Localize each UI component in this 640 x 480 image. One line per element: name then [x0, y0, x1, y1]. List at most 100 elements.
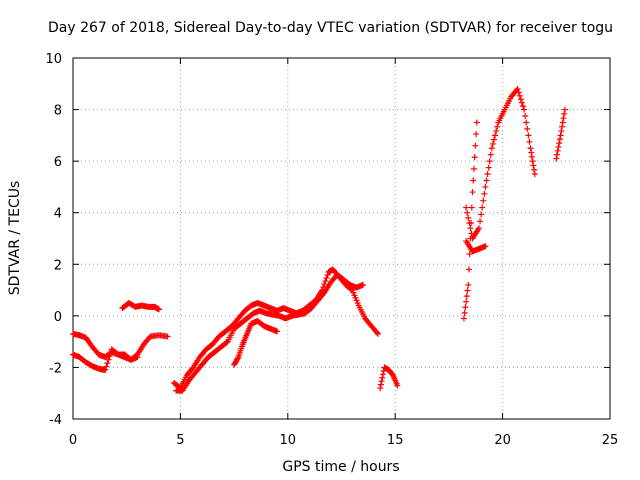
- data-point: [469, 189, 476, 196]
- series-track-7: [377, 364, 401, 392]
- data-point: [557, 132, 564, 139]
- data-point: [527, 145, 534, 152]
- data-point: [515, 89, 522, 96]
- data-point: [483, 177, 490, 184]
- y-tick-label: -4: [49, 413, 62, 428]
- series-track-2: [70, 332, 171, 374]
- data-point: [324, 272, 331, 279]
- data-point: [530, 162, 537, 169]
- data-point: [322, 278, 329, 285]
- series-track-5: [173, 271, 366, 394]
- data-point: [465, 214, 472, 221]
- data-point: [481, 190, 488, 197]
- data-point: [102, 367, 109, 374]
- data-point: [105, 356, 112, 363]
- data-point: [554, 151, 561, 158]
- data-point: [378, 378, 385, 385]
- data-point: [523, 119, 530, 126]
- data-point: [524, 125, 531, 132]
- data-point: [489, 140, 496, 147]
- data-point: [375, 330, 382, 337]
- data-point: [522, 113, 529, 120]
- data-point: [486, 158, 493, 165]
- y-tick-label: 4: [54, 207, 62, 222]
- data-point: [494, 123, 501, 130]
- data-point: [558, 128, 565, 135]
- axis-ticks: [72, 57, 611, 420]
- data-point: [155, 306, 162, 313]
- data-point: [473, 131, 480, 138]
- x-tick-label: 25: [602, 433, 619, 448]
- series-track-6: [231, 318, 281, 368]
- grid-lines: [73, 58, 610, 419]
- x-tick-label: 15: [387, 433, 404, 448]
- data-point: [320, 290, 327, 297]
- data-point: [323, 275, 330, 282]
- data-point: [460, 315, 467, 322]
- data-point: [461, 309, 468, 316]
- data-point: [465, 266, 472, 273]
- data-point: [321, 281, 328, 288]
- data-point: [555, 143, 562, 150]
- x-axis-label: GPS time / hours: [282, 459, 399, 475]
- data-point: [380, 371, 387, 378]
- data-point: [379, 374, 386, 381]
- data-point: [470, 165, 477, 172]
- y-axis-label: SDTVAR / TECUs: [7, 181, 23, 296]
- data-point: [556, 140, 563, 147]
- series-track-8: [460, 119, 480, 322]
- data-point: [560, 115, 567, 122]
- data-point: [516, 92, 523, 99]
- data-point: [493, 128, 500, 135]
- data-point: [561, 106, 568, 113]
- series-track-10: [463, 85, 538, 242]
- data-point: [559, 123, 566, 130]
- data-point: [561, 110, 568, 117]
- data-point: [487, 151, 494, 158]
- x-tick-labels: 0 5 10 15 20 25: [69, 433, 618, 448]
- data-point: [467, 225, 474, 232]
- data-point: [463, 204, 470, 211]
- data-point: [553, 155, 560, 162]
- y-tick-label: -2: [49, 361, 62, 376]
- data-point: [492, 132, 499, 139]
- data-point: [477, 218, 484, 225]
- plot-frame: [72, 57, 611, 420]
- data-point: [531, 166, 538, 173]
- data-point: [463, 293, 470, 300]
- data-point: [471, 154, 478, 161]
- data-point: [468, 204, 475, 211]
- data-point: [518, 99, 525, 106]
- data-point: [479, 204, 486, 211]
- data-point: [480, 197, 487, 204]
- data-point: [359, 281, 366, 288]
- chart-title: Day 267 of 2018, Sidereal Day-to-day VTE…: [48, 20, 613, 36]
- data-point: [488, 145, 495, 152]
- data-point: [377, 381, 384, 388]
- series-track-11: [553, 106, 568, 162]
- data-point: [484, 171, 491, 178]
- data-point: [485, 164, 492, 171]
- y-tick-label: 10: [45, 52, 62, 67]
- data-point: [478, 211, 485, 218]
- series-track-3: [119, 299, 162, 313]
- data-point: [234, 355, 241, 362]
- y-tick-label: 8: [54, 104, 62, 119]
- x-tick-label: 20: [494, 433, 511, 448]
- data-point: [528, 153, 535, 160]
- data-point: [554, 147, 561, 154]
- data-point: [462, 304, 469, 311]
- data-point: [525, 132, 532, 139]
- data-point: [189, 365, 196, 372]
- data-point: [521, 106, 528, 113]
- data-point: [103, 363, 110, 370]
- data-point: [164, 333, 171, 340]
- data-point: [559, 119, 566, 126]
- y-tick-label: 2: [54, 258, 62, 273]
- data-point: [482, 243, 489, 250]
- y-tick-labels: -4 -2 0 2 4 6 8 10: [45, 52, 62, 428]
- data-point: [466, 220, 473, 227]
- data-point: [526, 138, 533, 145]
- x-tick-label: 5: [176, 433, 184, 448]
